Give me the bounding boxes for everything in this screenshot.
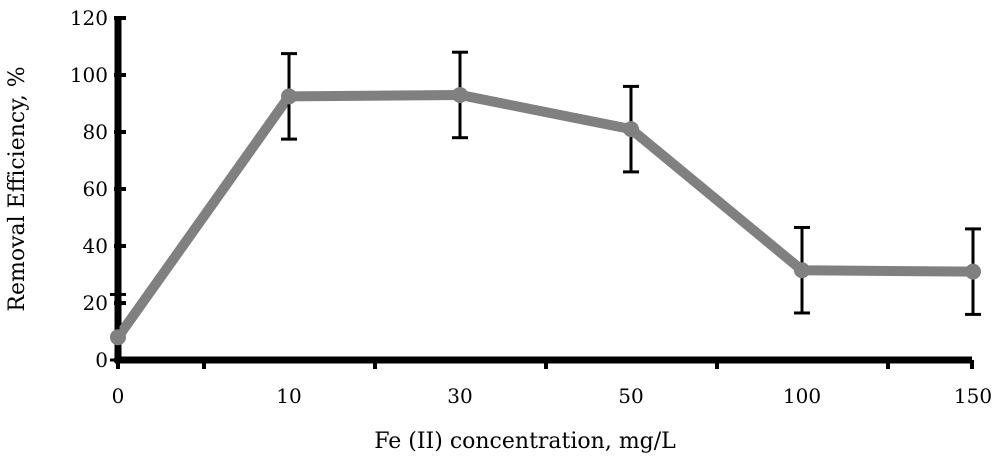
- data-point: [623, 121, 639, 138]
- y-tick-label: 120: [70, 6, 108, 30]
- y-tick-label: 0: [95, 348, 108, 372]
- data-point: [281, 88, 297, 105]
- y-tick-label: 60: [83, 177, 108, 201]
- x-tick-label: 30: [447, 384, 472, 408]
- y-tick-label: 100: [70, 63, 108, 87]
- data-point: [965, 263, 981, 280]
- y-tick-label: 40: [83, 234, 108, 258]
- data-point: [452, 86, 468, 103]
- error-bar: [110, 292, 126, 362]
- x-tick-label: 150: [954, 384, 992, 408]
- y-tick-label: 80: [83, 120, 108, 144]
- data-point: [794, 262, 810, 279]
- x-tick-label: 0: [112, 384, 125, 408]
- y-tick-label: 20: [83, 291, 108, 315]
- x-tick-label: 10: [276, 384, 301, 408]
- x-axis-title: Fe (II) concentration, mg/L: [374, 429, 676, 454]
- x-tick-label: 50: [618, 384, 643, 408]
- data-point: [110, 329, 126, 346]
- y-axis-title: Removal Efficiency, %: [5, 66, 30, 311]
- x-tick-label: 100: [783, 384, 821, 408]
- series-line: [113, 89, 978, 343]
